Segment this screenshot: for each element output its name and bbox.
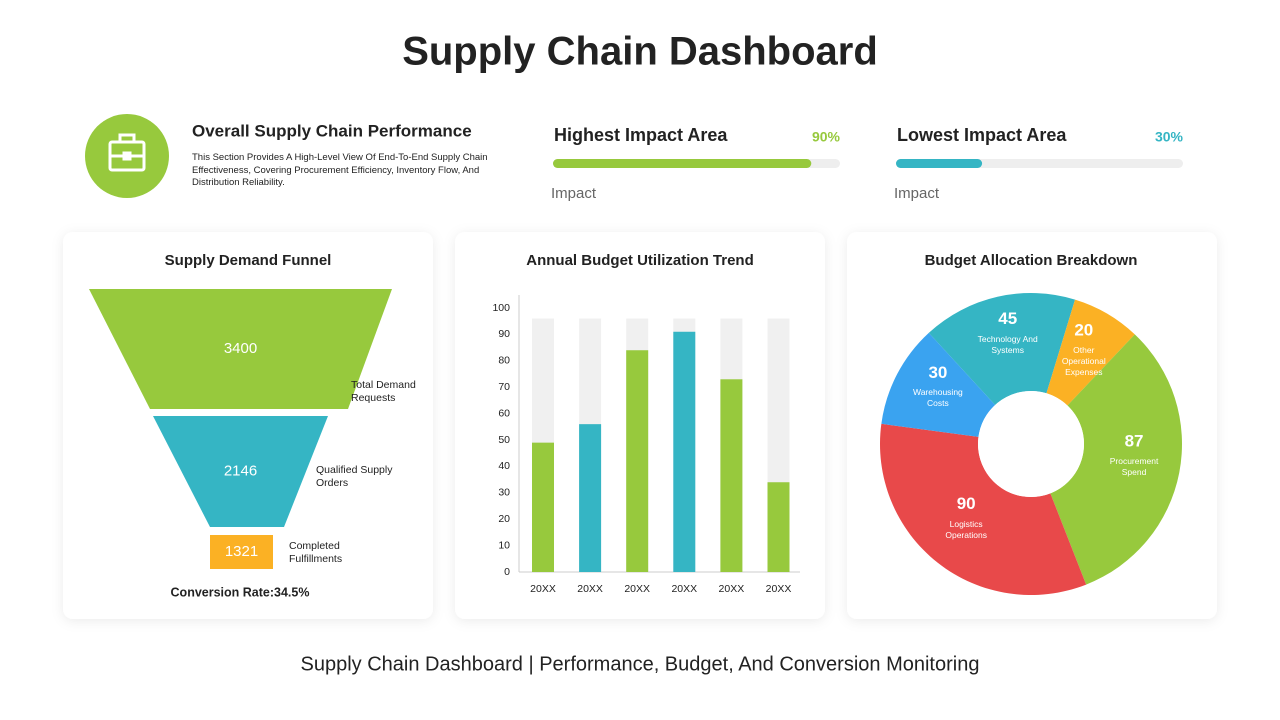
kpi-caption: Impact xyxy=(894,185,940,202)
chart-title: Budget Allocation Breakdown xyxy=(925,252,1138,269)
progress-bar xyxy=(896,159,983,168)
y-tick-label: 20 xyxy=(498,513,510,525)
funnel-segment xyxy=(153,416,328,527)
funnel-value: 3400 xyxy=(224,340,257,357)
kpi-value: 30% xyxy=(1155,129,1184,145)
x-tick-label: 20XX xyxy=(671,583,697,595)
donut-hole xyxy=(978,391,1084,497)
bar xyxy=(767,482,790,572)
y-tick-label: 90 xyxy=(498,328,510,340)
y-tick-label: 40 xyxy=(498,460,510,472)
conversion-rate: Conversion Rate:34.5% xyxy=(171,585,310,599)
briefcase-icon xyxy=(108,133,146,172)
y-tick-label: 0 xyxy=(504,566,510,578)
funnel-segment xyxy=(210,535,273,569)
x-tick-label: 20XX xyxy=(530,583,556,595)
y-tick-label: 100 xyxy=(492,302,510,314)
kpi-caption: Impact xyxy=(551,185,597,202)
bar xyxy=(720,379,743,572)
page-title: Supply Chain Dashboard xyxy=(402,30,878,74)
pie-slice xyxy=(881,332,996,437)
x-tick-label: 20XX xyxy=(624,583,650,595)
x-tick-label: 20XX xyxy=(577,583,603,595)
y-tick-label: 80 xyxy=(498,355,510,367)
funnel-value: 1321 xyxy=(225,543,258,560)
chart-title: Annual Budget Utilization Trend xyxy=(526,252,754,269)
funnel-label: Qualified Supply Orders xyxy=(316,464,393,489)
funnel-label: Total Demand Requests xyxy=(351,379,416,404)
pie-slice xyxy=(1046,299,1135,406)
overview-heading: Overall Supply Chain Performance xyxy=(192,121,472,140)
slice-label: Technology And Systems xyxy=(977,333,1038,355)
progress-bar xyxy=(553,159,812,168)
kpi-title: Highest Impact Area xyxy=(554,125,728,145)
chart-title: Supply Demand Funnel xyxy=(165,252,332,269)
overview-text: This Section Provides A High-Level View … xyxy=(192,152,488,188)
footer: Supply Chain Dashboard | Performance, Bu… xyxy=(301,653,980,675)
y-tick-label: 50 xyxy=(498,434,510,446)
pie-slice xyxy=(879,423,1087,596)
y-tick-label: 60 xyxy=(498,407,510,419)
slice-value: 30 xyxy=(928,363,947,382)
slice-value: 87 xyxy=(1125,432,1144,451)
slice-value: 45 xyxy=(998,309,1017,328)
pie-slice xyxy=(928,292,1076,405)
slice-label: Other Operational Expenses xyxy=(1061,345,1106,378)
kpi-value: 90% xyxy=(812,129,841,145)
slice-value: 90 xyxy=(957,494,976,513)
pie-slice xyxy=(1050,334,1182,585)
bar xyxy=(673,331,696,572)
slice-label: Logistics Operations xyxy=(945,518,987,540)
bar xyxy=(532,442,554,572)
slice-label: Warehousing Costs xyxy=(913,387,963,409)
bar xyxy=(579,424,602,572)
funnel-value: 2146 xyxy=(224,462,257,479)
y-tick-label: 10 xyxy=(498,539,510,551)
y-tick-label: 30 xyxy=(498,487,510,499)
kpi-title: Lowest Impact Area xyxy=(897,125,1067,145)
funnel-segment xyxy=(89,289,392,409)
slice-label: Procurement Spend xyxy=(1109,456,1159,478)
y-tick-label: 70 xyxy=(498,381,510,393)
x-tick-label: 20XX xyxy=(719,583,745,595)
bar xyxy=(626,350,649,572)
slice-value: 20 xyxy=(1074,321,1093,340)
x-tick-label: 20XX xyxy=(766,583,792,595)
funnel-label: Completed Fulfillments xyxy=(289,540,343,565)
